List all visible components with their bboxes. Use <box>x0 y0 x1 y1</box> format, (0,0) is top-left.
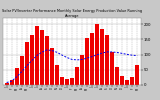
Bar <box>75 67 79 85</box>
Bar <box>95 24 99 85</box>
Bar <box>65 79 69 85</box>
Bar <box>135 65 139 85</box>
Bar <box>10 80 14 85</box>
Bar <box>40 30 44 85</box>
Bar <box>5 83 9 85</box>
Bar <box>25 42 29 85</box>
Bar <box>20 56 24 85</box>
Bar <box>115 67 119 85</box>
Bar <box>45 36 49 85</box>
Title: Solar PV/Inverter Performance Monthly Solar Energy Production Value Running Aver: Solar PV/Inverter Performance Monthly So… <box>2 9 142 18</box>
Bar <box>125 80 129 85</box>
Bar <box>50 48 54 85</box>
Bar <box>105 35 109 85</box>
Bar <box>80 55 84 85</box>
Bar <box>110 52 114 85</box>
Bar <box>70 78 74 85</box>
Bar <box>130 77 134 85</box>
Bar <box>15 68 19 85</box>
Bar <box>55 65 59 85</box>
Bar <box>30 35 34 85</box>
Bar <box>60 77 64 85</box>
Bar <box>100 29 104 85</box>
Bar <box>35 26 39 85</box>
Bar <box>90 33 94 85</box>
Bar <box>120 76 124 85</box>
Bar <box>85 38 89 85</box>
